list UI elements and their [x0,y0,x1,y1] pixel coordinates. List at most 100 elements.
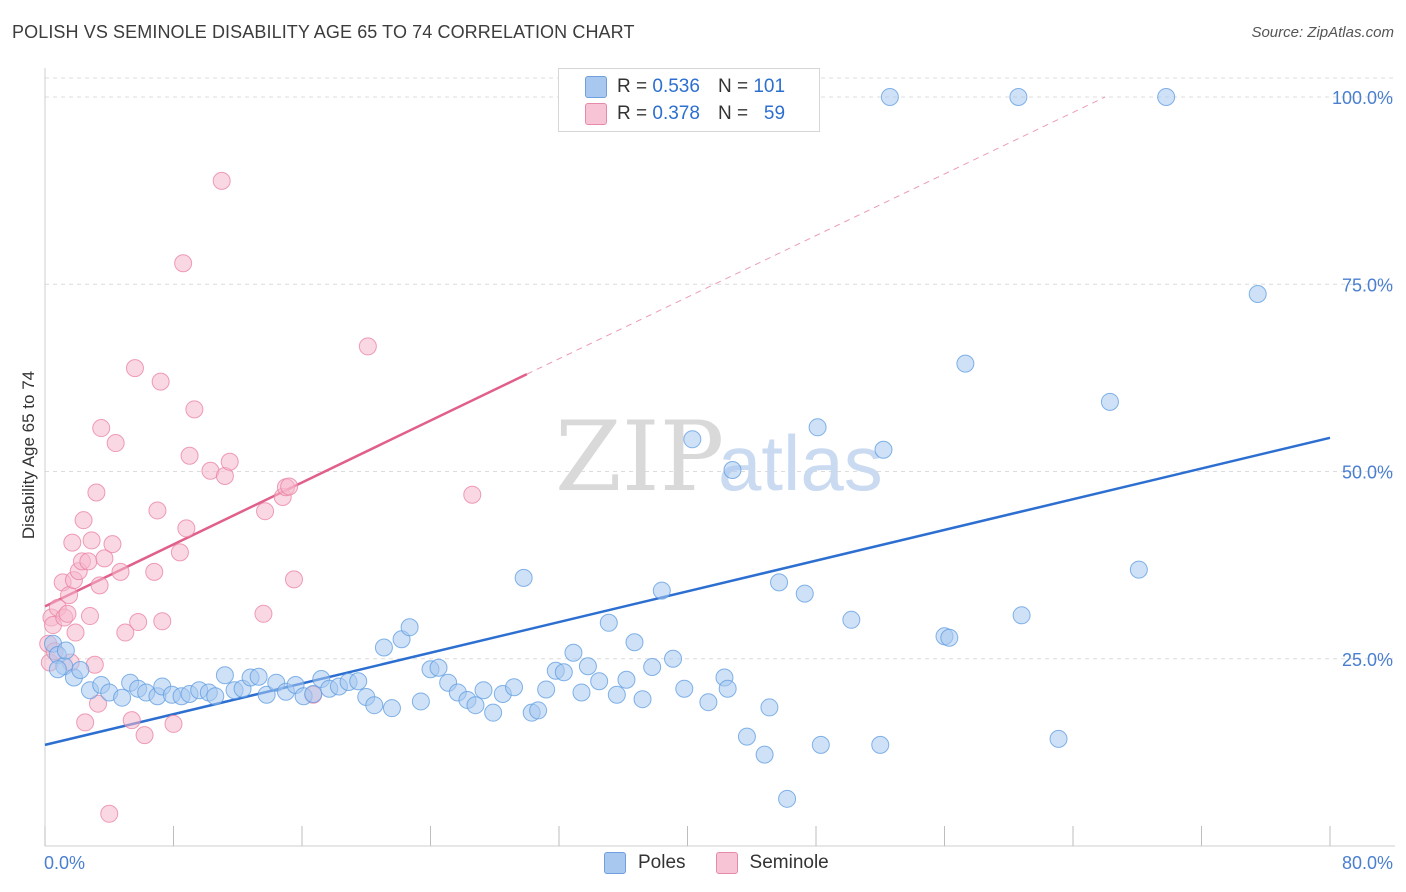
poles-point [590,672,609,691]
series-legend: Poles Seminole [604,852,859,874]
seminole-point [66,623,85,642]
poles-point [755,745,774,764]
poles-point [770,573,789,592]
poles-point [940,628,959,647]
legend-n-value: 59 [763,103,786,124]
poles-point [554,663,573,682]
poles-point [795,584,814,603]
poles-point [760,698,779,717]
poles-point [529,701,548,720]
x-tick-label: 0.0% [44,853,85,873]
seminole-point [90,576,109,595]
legend-row-poles: R = 0.536 N = 101 [585,75,785,99]
seminole-point [111,562,130,581]
seminole-point [125,359,144,378]
watermark-atlas: atlas [718,419,883,507]
poles-point [429,658,448,677]
legend-r-value: 0.378 [652,103,700,124]
poles-point [564,643,583,662]
poles-point [400,618,419,637]
poles-point [808,418,827,437]
seminole-point [164,714,183,733]
seminole-point [106,434,125,453]
y-tick-label: 25.0% [1342,650,1393,670]
seminole-point [103,535,122,554]
seminole-point [95,549,114,568]
poles-point [505,678,524,697]
seminole-point [256,502,275,521]
seminole-point [145,562,164,581]
legend-r-label: R = [617,103,648,124]
poles-point [625,633,644,652]
poles-point [48,660,67,679]
y-tick-label: 75.0% [1342,275,1393,295]
poles-point [474,681,493,700]
seminole-point [80,607,99,626]
seminole-point [122,711,141,730]
poles-point [683,430,702,449]
poles-point [778,789,797,808]
poles-point [257,685,276,704]
poles-point [1009,88,1028,106]
seminole-point [129,613,148,632]
seminole-point [177,519,196,538]
seminole-point [185,400,204,419]
poles-point [249,667,268,686]
poles-point [514,568,533,587]
seminole-point [63,533,82,552]
poles-point [607,685,626,704]
poles-point [643,657,662,676]
tick-labels: 25.0% 50.0% 75.0% 100.0% 0.0% 80.0% [44,88,1393,873]
chart-title: POLISH VS SEMINOLE DISABILITY AGE 65 TO … [12,22,635,42]
poles-point [578,657,597,676]
seminole-point [180,446,199,465]
watermark-zip: ZIP [555,401,724,513]
legend-r-value: 0.536 [652,76,700,97]
legend-swatch-poles [604,852,626,874]
axes [44,68,1395,847]
seminole-point [87,483,106,502]
legend-swatch-seminole [715,852,738,874]
poles-point [617,670,636,689]
poles-point [215,666,234,685]
poles-point [382,699,401,718]
poles-point [956,354,975,373]
seminole-point [148,501,167,520]
poles-point [1129,560,1148,579]
seminole-point [116,623,135,642]
legend-item-seminole: Seminole [715,852,829,874]
poles-point [374,638,393,657]
legend-n-value: 101 [753,76,786,97]
correlation-legend: R = 0.536 N = 101 R = 0.378 N = 59 [558,68,820,132]
seminole-point [174,254,193,273]
gridlines [45,77,1395,660]
poles-point [484,703,503,722]
source-credit: Source: ZipAtlas.com [1251,24,1394,41]
legend-row-seminole: R = 0.378 N = 59 [585,102,785,126]
seminole-point [151,372,170,391]
seminole-point [100,804,119,823]
seminole-point [89,694,108,713]
poles-point [737,727,756,746]
seminole-point [58,604,77,623]
poles-point [871,735,890,754]
poles-point [1012,606,1031,625]
poles-point [664,649,683,668]
seminole-point [153,612,172,631]
seminole-trendline-extension [526,96,1106,375]
poles-point [411,692,430,711]
watermark: ZIP atlas [555,401,883,513]
legend-label-poles: Poles [638,852,686,873]
seminole-point [82,531,101,550]
poles-point [113,688,132,707]
poles-point [1248,284,1267,303]
x-tick-label: 80.0% [1342,853,1393,873]
legend-swatch-seminole [585,103,607,125]
seminole-point [358,337,377,356]
seminole-point [170,543,189,562]
legend-swatch-poles [585,76,607,98]
poles-point [599,613,618,632]
seminole-point [74,511,93,530]
poles-point [304,684,323,703]
